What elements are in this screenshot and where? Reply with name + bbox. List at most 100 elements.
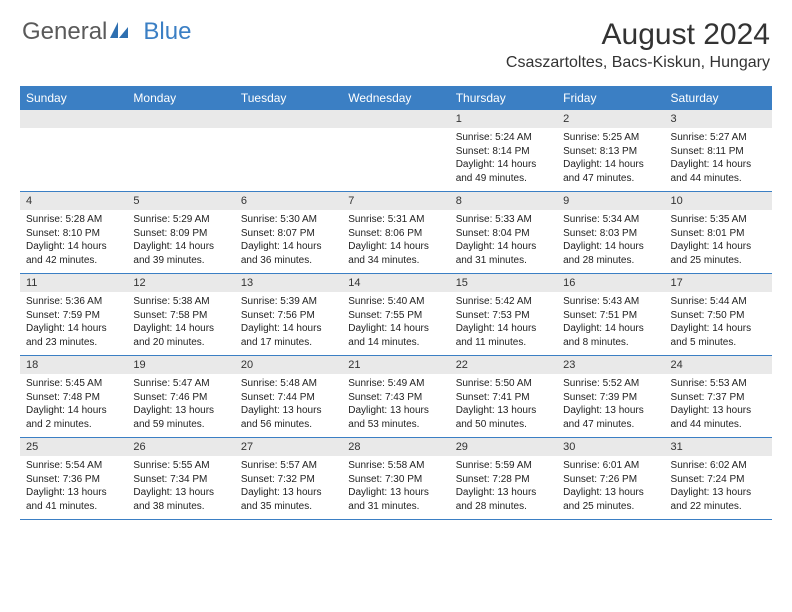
calendar-cell: 10Sunrise: 5:35 AMSunset: 8:01 PMDayligh… [665, 192, 772, 274]
sunset-line: Sunset: 7:36 PM [26, 473, 121, 487]
day-number [127, 110, 234, 128]
day-number: 27 [235, 438, 342, 456]
day-number: 8 [450, 192, 557, 210]
daylight-line: Daylight: 13 hours and 22 minutes. [671, 486, 766, 513]
day-number: 30 [557, 438, 664, 456]
daylight-line: Daylight: 14 hours and 17 minutes. [241, 322, 336, 349]
calendar-cell: 16Sunrise: 5:43 AMSunset: 7:51 PMDayligh… [557, 274, 664, 356]
sunrise-line: Sunrise: 5:50 AM [456, 377, 551, 391]
daylight-line: Daylight: 14 hours and 5 minutes. [671, 322, 766, 349]
calendar-cell: 23Sunrise: 5:52 AMSunset: 7:39 PMDayligh… [557, 356, 664, 438]
day-number: 6 [235, 192, 342, 210]
sunrise-line: Sunrise: 5:35 AM [671, 213, 766, 227]
day-data: Sunrise: 5:38 AMSunset: 7:58 PMDaylight:… [127, 292, 234, 355]
sunset-line: Sunset: 7:44 PM [241, 391, 336, 405]
day-data: Sunrise: 5:36 AMSunset: 7:59 PMDaylight:… [20, 292, 127, 355]
day-data: Sunrise: 5:39 AMSunset: 7:56 PMDaylight:… [235, 292, 342, 355]
calendar-week: 11Sunrise: 5:36 AMSunset: 7:59 PMDayligh… [20, 274, 772, 356]
day-header: Wednesday [342, 86, 449, 110]
day-data: Sunrise: 5:55 AMSunset: 7:34 PMDaylight:… [127, 456, 234, 519]
calendar-cell: 29Sunrise: 5:59 AMSunset: 7:28 PMDayligh… [450, 438, 557, 520]
daylight-line: Daylight: 14 hours and 14 minutes. [348, 322, 443, 349]
daylight-line: Daylight: 14 hours and 8 minutes. [563, 322, 658, 349]
sunset-line: Sunset: 7:28 PM [456, 473, 551, 487]
day-data: Sunrise: 5:25 AMSunset: 8:13 PMDaylight:… [557, 128, 664, 191]
calendar-cell: 31Sunrise: 6:02 AMSunset: 7:24 PMDayligh… [665, 438, 772, 520]
day-number: 13 [235, 274, 342, 292]
daylight-line: Daylight: 14 hours and 28 minutes. [563, 240, 658, 267]
day-header: Tuesday [235, 86, 342, 110]
sunrise-line: Sunrise: 5:40 AM [348, 295, 443, 309]
sunrise-line: Sunrise: 5:54 AM [26, 459, 121, 473]
sunset-line: Sunset: 8:03 PM [563, 227, 658, 241]
calendar-cell: 15 Sunrise: 5:42 AMSunset: 7:53 PMDayligh… [450, 274, 557, 356]
sunrise-line: Sunrise: 5:24 AM [456, 131, 551, 145]
day-header: Saturday [665, 86, 772, 110]
sunrise-line: Sunrise: 5:30 AM [241, 213, 336, 227]
sunset-line: Sunset: 7:58 PM [133, 309, 228, 323]
calendar-cell: 17Sunrise: 5:44 AMSunset: 7:50 PMDayligh… [665, 274, 772, 356]
sunset-line: Sunset: 7:41 PM [456, 391, 551, 405]
daylight-line: Daylight: 13 hours and 41 minutes. [26, 486, 121, 513]
daylight-line: Daylight: 14 hours and 44 minutes. [671, 158, 766, 185]
calendar-week: 4Sunrise: 5:28 AMSunset: 8:10 PMDaylight… [20, 192, 772, 274]
day-number: 15 [450, 274, 557, 292]
daylight-line: Daylight: 14 hours and 39 minutes. [133, 240, 228, 267]
calendar-cell: 8Sunrise: 5:33 AMSunset: 8:04 PMDaylight… [450, 192, 557, 274]
daylight-line: Daylight: 13 hours and 56 minutes. [241, 404, 336, 431]
day-data [127, 128, 234, 190]
day-data [235, 128, 342, 190]
sunrise-line: Sunrise: 5:52 AM [563, 377, 658, 391]
sunset-line: Sunset: 7:26 PM [563, 473, 658, 487]
daylight-line: Daylight: 13 hours and 25 minutes. [563, 486, 658, 513]
day-data [342, 128, 449, 190]
brand-part1: General [22, 18, 107, 46]
daylight-line: Daylight: 13 hours and 53 minutes. [348, 404, 443, 431]
day-header: Sunday [20, 86, 127, 110]
sunrise-line: Sunrise: 5:42 AM [456, 295, 551, 309]
day-number: 14 [342, 274, 449, 292]
daylight-line: Daylight: 13 hours and 35 minutes. [241, 486, 336, 513]
sunrise-line: Sunrise: 5:25 AM [563, 131, 658, 145]
sunset-line: Sunset: 8:10 PM [26, 227, 121, 241]
day-data: Sunrise: 5:52 AMSunset: 7:39 PMDaylight:… [557, 374, 664, 437]
sunset-line: Sunset: 7:53 PM [456, 309, 551, 323]
calendar-cell [342, 110, 449, 192]
day-data: Sunrise: 6:01 AMSunset: 7:26 PMDaylight:… [557, 456, 664, 519]
sunrise-line: Sunrise: 5:38 AM [133, 295, 228, 309]
sunrise-line: Sunrise: 5:48 AM [241, 377, 336, 391]
day-data: Sunrise: 5:50 AMSunset: 7:41 PMDaylight:… [450, 374, 557, 437]
day-number [20, 110, 127, 128]
day-data: Sunrise: 5:34 AMSunset: 8:03 PMDaylight:… [557, 210, 664, 273]
sunset-line: Sunset: 7:32 PM [241, 473, 336, 487]
day-number: 24 [665, 356, 772, 374]
sunrise-line: Sunrise: 5:57 AM [241, 459, 336, 473]
day-number: 18 [20, 356, 127, 374]
day-data: Sunrise: 5:35 AMSunset: 8:01 PMDaylight:… [665, 210, 772, 273]
day-number: 16 [557, 274, 664, 292]
sunset-line: Sunset: 7:51 PM [563, 309, 658, 323]
calendar-cell: 7Sunrise: 5:31 AMSunset: 8:06 PMDaylight… [342, 192, 449, 274]
page-header: General Blue August 2024 Csaszartoltes, … [0, 0, 792, 80]
day-data: Sunrise: 5:57 AMSunset: 7:32 PMDaylight:… [235, 456, 342, 519]
sunrise-line: Sunrise: 5:33 AM [456, 213, 551, 227]
daylight-line: Daylight: 14 hours and 11 minutes. [456, 322, 551, 349]
sail-icon [109, 18, 129, 46]
day-number: 3 [665, 110, 772, 128]
day-number: 31 [665, 438, 772, 456]
sunset-line: Sunset: 8:07 PM [241, 227, 336, 241]
day-number: 28 [342, 438, 449, 456]
sunset-line: Sunset: 7:30 PM [348, 473, 443, 487]
day-data: Sunrise: 5:33 AMSunset: 8:04 PMDaylight:… [450, 210, 557, 273]
calendar-week: 1Sunrise: 5:24 AMSunset: 8:14 PMDaylight… [20, 110, 772, 192]
day-data: Sunrise: 5:43 AMSunset: 7:51 PMDaylight:… [557, 292, 664, 355]
day-data: Sunrise: 6:02 AMSunset: 7:24 PMDaylight:… [665, 456, 772, 519]
day-number: 7 [342, 192, 449, 210]
day-data: Sunrise: 5:44 AMSunset: 7:50 PMDaylight:… [665, 292, 772, 355]
daylight-line: Daylight: 14 hours and 25 minutes. [671, 240, 766, 267]
daylight-line: Daylight: 14 hours and 2 minutes. [26, 404, 121, 431]
sunset-line: Sunset: 7:39 PM [563, 391, 658, 405]
month-title: August 2024 [506, 18, 770, 52]
sunrise-line: Sunrise: 5:55 AM [133, 459, 228, 473]
daylight-line: Daylight: 13 hours and 38 minutes. [133, 486, 228, 513]
